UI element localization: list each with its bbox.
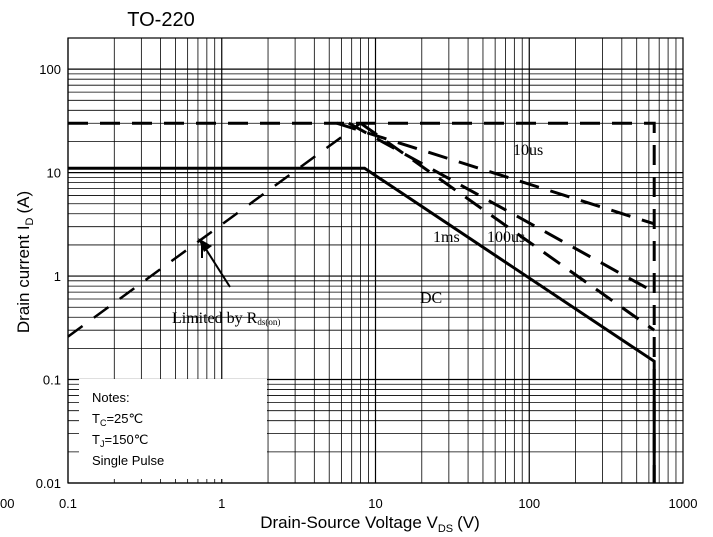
x-tick-label: 100: [518, 496, 540, 511]
y-tick-label: 10: [47, 166, 61, 181]
annotation-limited-by-rds: Limited by Rds(on): [172, 310, 280, 327]
notes-tj: TJ=150℃: [92, 432, 148, 449]
rds-arrow: [198, 238, 231, 288]
x-axis-label: Drain-Source Voltage VDS (V): [260, 513, 480, 535]
series-10us-line: [68, 121, 656, 483]
x-tick-cut-label: 00: [0, 496, 14, 511]
chart-title: TO-220: [127, 9, 194, 31]
annotation-10us: 10us: [513, 142, 543, 159]
series-dc-line: [68, 166, 656, 483]
series-layer: [67, 121, 656, 483]
notes-title: Notes:: [92, 390, 130, 405]
series-100us-line: [336, 121, 655, 226]
y-tick-label: 0.1: [43, 373, 61, 388]
y-tick-label: 0.01: [36, 476, 61, 491]
series-1ms-line: [348, 121, 655, 294]
grid: [67, 37, 683, 484]
y-tick-label: 1: [54, 269, 61, 284]
series-10ms-line: [359, 121, 656, 332]
notes-background: [79, 379, 267, 479]
series-rds-limit-line: [67, 122, 362, 338]
annotation-100us: 100us: [487, 229, 525, 246]
notes-pulse: Single Pulse: [92, 453, 164, 468]
annotation-1ms: 1ms: [433, 229, 460, 246]
y-tick-label: 100: [39, 62, 61, 77]
plot-frame: [67, 37, 684, 484]
notes-tc: TC=25℃: [92, 411, 143, 428]
tick-labels: 0.1 1 10 100 1000 0.01 0.1 1 10 100: [36, 62, 698, 511]
annotations: 10us 1ms 100us DC Limited by Rds(on): [172, 142, 543, 327]
x-tick-label: 1: [218, 496, 225, 511]
notes-box: Notes: TC=25℃ TJ=150℃ Single Pulse: [79, 379, 267, 479]
x-tick-label: 1000: [669, 496, 698, 511]
x-tick-label: 10: [368, 496, 382, 511]
x-tick-label: 0.1: [59, 496, 77, 511]
annotation-dc: DC: [420, 290, 442, 307]
y-axis-label: Drain current ID(A): [14, 191, 36, 333]
